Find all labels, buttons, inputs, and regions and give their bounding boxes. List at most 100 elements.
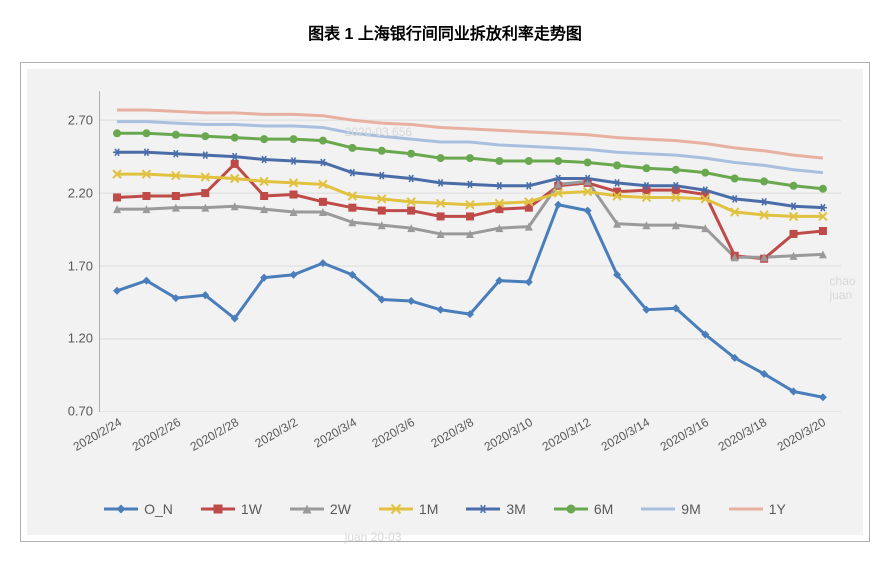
series-line-1Y (117, 110, 823, 158)
series-marker-6M (142, 129, 150, 137)
series-marker-1W (378, 207, 386, 215)
y-tick-label: 2.70 (68, 113, 93, 128)
legend-label: 1Y (769, 501, 786, 517)
legend-swatch (290, 502, 324, 516)
chart-outer-border: 0.701.201.702.202.70 2020/2/242020/2/262… (20, 62, 870, 542)
series-marker-1W (142, 192, 150, 200)
series-marker-1W (260, 192, 268, 200)
legend-item-9M: 9M (641, 501, 700, 517)
x-tick-label: 2020/2/24 (65, 415, 124, 457)
legend-marker-icon (651, 502, 665, 516)
series-marker-1W (790, 230, 798, 238)
legend-marker-icon (211, 502, 225, 516)
series-marker-3M (819, 204, 827, 211)
x-tick-label: 2020/3/6 (358, 415, 417, 457)
legend-item-6M: 6M (554, 501, 613, 517)
series-marker-6M (701, 169, 709, 177)
series-marker-3M (260, 156, 268, 163)
series-marker-1W (437, 212, 445, 220)
series-marker-O_N (554, 201, 562, 209)
series-marker-6M (642, 164, 650, 172)
x-axis: 2020/2/242020/2/262020/2/282020/3/22020/… (99, 411, 841, 491)
x-tick-label: 2020/3/4 (300, 415, 359, 457)
series-marker-6M (201, 132, 209, 140)
series-marker-6M (231, 134, 239, 142)
series-marker-6M (760, 177, 768, 185)
legend-marker-icon (739, 502, 753, 516)
series-marker-6M (319, 137, 327, 145)
series-marker-3M (495, 182, 503, 189)
legend-item-O_N: O_N (104, 501, 173, 517)
series-line-1M (117, 174, 823, 216)
series-marker-3M (378, 172, 386, 179)
series-marker-1W (172, 192, 180, 200)
legend-label: 1M (419, 501, 438, 517)
legend-label: 9M (681, 501, 700, 517)
x-tick-label: 2020/2/26 (124, 415, 183, 457)
legend-marker-icon (114, 502, 128, 516)
y-tick-label: 1.70 (68, 258, 93, 273)
legend-swatch (466, 502, 500, 516)
series-marker-6M (495, 157, 503, 165)
series-marker-6M (790, 182, 798, 190)
y-tick-label: 2.20 (68, 185, 93, 200)
series-marker-3M (201, 152, 209, 159)
watermark-text: juan 20-03 (345, 530, 402, 544)
series-marker-6M (172, 131, 180, 139)
series-marker-6M (348, 144, 356, 152)
series-marker-3M (407, 175, 415, 182)
legend-label: 3M (506, 501, 525, 517)
y-tick-label: 1.20 (68, 331, 93, 346)
chart-plot-background: 0.701.201.702.202.70 2020/2/242020/2/262… (27, 69, 863, 535)
series-marker-6M (378, 147, 386, 155)
series-marker-1W (319, 198, 327, 206)
legend-item-1Y: 1Y (729, 501, 786, 517)
legend-item-3M: 3M (466, 501, 525, 517)
series-marker-6M (525, 157, 533, 165)
series-marker-3M (113, 149, 121, 156)
series-marker-6M (407, 150, 415, 158)
y-axis: 0.701.201.702.202.70 (49, 91, 99, 411)
series-marker-1W (231, 160, 239, 168)
series-marker-6M (260, 135, 268, 143)
series-marker-3M (290, 158, 298, 165)
x-tick-label: 2020/3/8 (417, 415, 476, 457)
legend-label: 2W (330, 501, 351, 517)
chart-title: 图表 1 上海银行间同业拆放利率走势图 (20, 20, 870, 44)
series-marker-1W (819, 227, 827, 235)
series-marker-3M (437, 179, 445, 186)
y-tick-label: 0.70 (68, 404, 93, 419)
x-tick-label: 2020/3/20 (769, 415, 828, 457)
series-marker-3M (142, 149, 150, 156)
series-marker-3M (613, 179, 621, 186)
legend-swatch (379, 502, 413, 516)
series-marker-3M (172, 150, 180, 157)
series-marker-6M (437, 154, 445, 162)
series-marker-3M (760, 198, 768, 205)
series-marker-6M (731, 174, 739, 182)
legend-label: O_N (144, 501, 173, 517)
series-marker-1W (348, 204, 356, 212)
series-marker-6M (113, 129, 121, 137)
series-marker-1W (201, 189, 209, 197)
series-marker-O_N (290, 271, 298, 279)
x-tick-label: 2020/3/18 (710, 415, 769, 457)
series-marker-3M (790, 203, 798, 210)
series-marker-1W (113, 193, 121, 201)
series-marker-O_N (437, 306, 445, 314)
x-tick-label: 2020/3/10 (476, 415, 535, 457)
series-marker-1W (290, 191, 298, 199)
series-marker-6M (613, 161, 621, 169)
legend-marker-icon (389, 502, 403, 516)
legend-label: 6M (594, 501, 613, 517)
x-tick-label: 2020/3/16 (652, 415, 711, 457)
legend-swatch (104, 502, 138, 516)
legend-swatch (641, 502, 675, 516)
series-marker-3M (466, 181, 474, 188)
legend-item-1W: 1W (201, 501, 262, 517)
series-marker-6M (554, 157, 562, 165)
plot-svg (99, 91, 841, 412)
legend-swatch (201, 502, 235, 516)
legend-swatch (729, 502, 763, 516)
series-marker-3M (525, 182, 533, 189)
